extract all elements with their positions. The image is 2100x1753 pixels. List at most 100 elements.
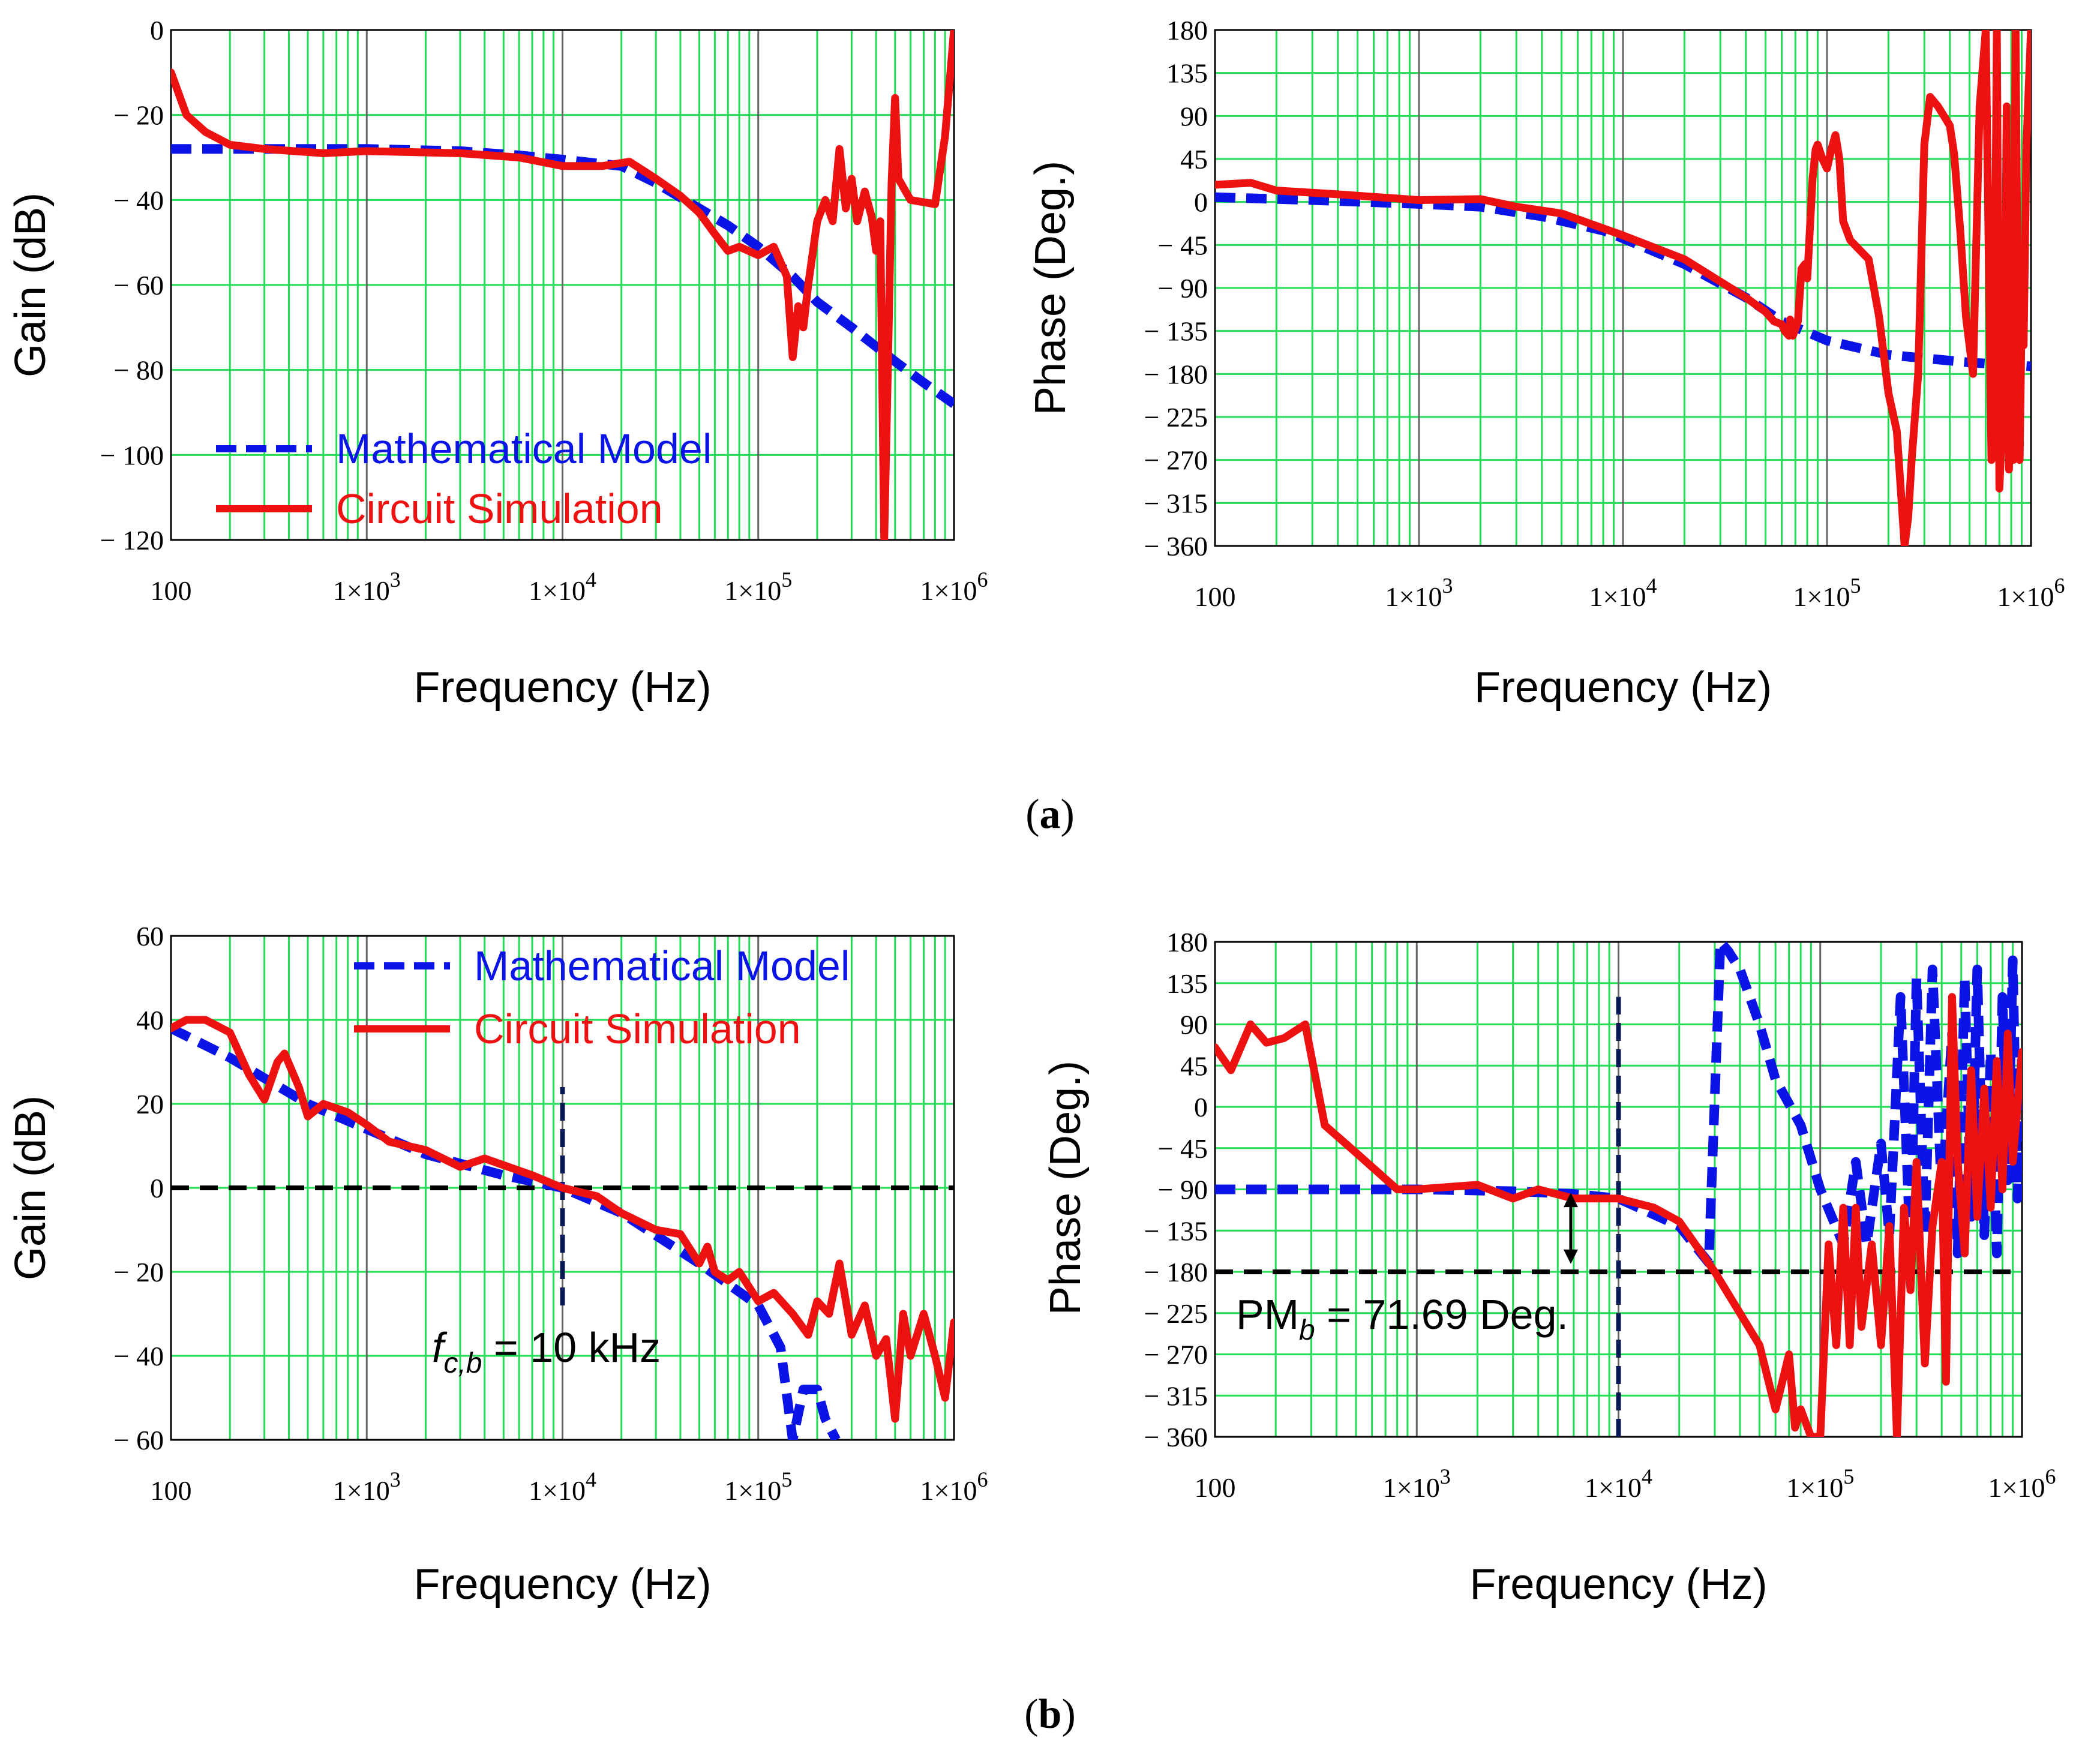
y-tick-label: 60 xyxy=(136,921,164,951)
y-tick-label: 0 xyxy=(1194,1092,1208,1122)
legend-label-model: Mathematical Model xyxy=(474,942,850,989)
x-tick-label: 1×104 xyxy=(1589,574,1657,612)
x-axis-label: Frequency (Hz) xyxy=(1469,1560,1767,1608)
y-tick-label: − 40 xyxy=(114,185,164,215)
y-axis-label: Phase (Deg.) xyxy=(1042,1061,1090,1315)
annotation-subscript: c,b xyxy=(443,1347,482,1379)
x-tick-exponent: 3 xyxy=(1440,1464,1451,1488)
y-tick-label: 45 xyxy=(1180,144,1208,175)
x-tick-exponent: 3 xyxy=(390,1467,401,1491)
x-tick-exponent: 5 xyxy=(1843,1464,1854,1488)
legend-label-model: Mathematical Model xyxy=(336,425,712,472)
y-axis-label: Phase (Deg.) xyxy=(1027,161,1075,415)
y-axis-label: Gain (dB) xyxy=(7,1095,55,1280)
x-tick-exponent: 3 xyxy=(390,568,401,592)
x-tick-exponent: 3 xyxy=(1442,574,1453,598)
x-tick-label: 1×104 xyxy=(1585,1464,1652,1503)
phase-margin-arrow-head-up xyxy=(1563,1193,1578,1208)
x-tick-mantissa: 1×10 xyxy=(1786,1472,1843,1503)
y-tick-label: − 120 xyxy=(100,525,164,556)
y-tick-label: − 135 xyxy=(1144,1215,1208,1246)
x-tick-mantissa: 1×10 xyxy=(1589,581,1646,612)
x-tick-mantissa: 1×10 xyxy=(920,1475,977,1506)
y-tick-label: − 45 xyxy=(1158,1133,1208,1164)
x-tick-mantissa: 1×10 xyxy=(1793,581,1850,612)
x-tick-exponent: 5 xyxy=(781,568,792,592)
y-tick-label: 135 xyxy=(1166,58,1208,89)
x-tick-mantissa: 100 xyxy=(1195,581,1236,612)
series-line-model xyxy=(1215,942,2022,1268)
y-tick-label: − 40 xyxy=(114,1341,164,1371)
y-tick-label: 180 xyxy=(1166,927,1208,957)
y-tick-label: 90 xyxy=(1180,101,1208,131)
y-tick-label: − 315 xyxy=(1144,1380,1208,1411)
x-tick-label: 1×105 xyxy=(724,568,792,606)
x-tick-label: 1×105 xyxy=(1793,574,1861,612)
x-tick-label: 1×106 xyxy=(920,568,988,606)
x-axis-label: Frequency (Hz) xyxy=(413,664,711,712)
x-tick-mantissa: 1×10 xyxy=(724,575,781,606)
series-line-simulation xyxy=(1215,993,2022,1437)
x-tick-exponent: 4 xyxy=(586,1467,596,1491)
annotation-subscript: b xyxy=(1299,1314,1315,1346)
series-line-simulation xyxy=(1215,30,2031,546)
x-tick-mantissa: 1×10 xyxy=(333,575,390,606)
plot-area xyxy=(1215,942,2022,1437)
x-tick-label: 100 xyxy=(1195,581,1236,612)
x-tick-exponent: 4 xyxy=(586,568,596,592)
x-tick-mantissa: 1×10 xyxy=(1997,581,2054,612)
x-tick-label: 1×106 xyxy=(920,1467,988,1506)
x-tick-label: 1×104 xyxy=(529,1467,596,1506)
caption-b: (b) xyxy=(1024,1691,1076,1737)
y-tick-label: − 135 xyxy=(1144,316,1208,347)
y-tick-label: 135 xyxy=(1166,968,1208,999)
y-tick-label: − 225 xyxy=(1144,402,1208,433)
x-tick-mantissa: 100 xyxy=(151,1475,192,1506)
y-tick-label: − 45 xyxy=(1158,230,1208,260)
x-tick-exponent: 6 xyxy=(2054,574,2065,598)
x-tick-exponent: 4 xyxy=(1642,1464,1652,1488)
y-tick-label: 90 xyxy=(1180,1010,1208,1040)
caption-a: (a) xyxy=(1025,791,1075,838)
x-tick-exponent: 6 xyxy=(2045,1464,2056,1488)
x-tick-mantissa: 1×10 xyxy=(920,575,977,606)
y-tick-label: 0 xyxy=(150,1173,164,1203)
y-tick-label: 45 xyxy=(1180,1050,1208,1081)
y-tick-label: 20 xyxy=(136,1089,164,1119)
x-tick-exponent: 6 xyxy=(977,568,988,592)
x-tick-label: 1×103 xyxy=(333,1467,401,1506)
legend-label-simulation: Circuit Simulation xyxy=(474,1005,801,1052)
annotation-value: = 10 kHz xyxy=(482,1324,661,1371)
y-tick-label: 40 xyxy=(136,1005,164,1035)
y-tick-label: − 80 xyxy=(114,355,164,386)
y-tick-label: 180 xyxy=(1166,15,1208,46)
x-tick-label: 1×104 xyxy=(529,568,596,606)
x-tick-mantissa: 1×10 xyxy=(1385,581,1442,612)
x-tick-label: 100 xyxy=(1195,1472,1236,1503)
y-tick-label: − 180 xyxy=(1144,1257,1208,1287)
x-tick-mantissa: 100 xyxy=(1195,1472,1236,1503)
y-tick-label: 0 xyxy=(1194,187,1208,218)
x-tick-label: 1×103 xyxy=(1385,574,1453,612)
x-tick-exponent: 4 xyxy=(1646,574,1657,598)
plot-area xyxy=(1215,30,2031,546)
x-tick-mantissa: 1×10 xyxy=(1988,1472,2045,1503)
y-tick-label: − 315 xyxy=(1144,488,1208,518)
x-tick-label: 100 xyxy=(151,1475,192,1506)
x-tick-exponent: 5 xyxy=(1850,574,1861,598)
x-axis-label: Frequency (Hz) xyxy=(1474,664,1772,712)
x-axis-label: Frequency (Hz) xyxy=(413,1560,711,1608)
x-tick-label: 1×105 xyxy=(1786,1464,1854,1503)
y-tick-label: − 60 xyxy=(114,1425,164,1455)
annotation-value: = 71.69 Deg. xyxy=(1315,1291,1568,1338)
x-tick-label: 1×105 xyxy=(724,1467,792,1506)
series-line-model xyxy=(171,1023,841,1440)
x-tick-label: 1×106 xyxy=(1997,574,2065,612)
y-tick-label: − 180 xyxy=(1144,359,1208,389)
y-tick-label: − 360 xyxy=(1144,531,1208,562)
